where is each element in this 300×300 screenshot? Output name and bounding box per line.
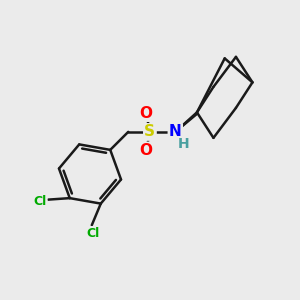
- Text: H: H: [178, 137, 190, 152]
- Text: N: N: [169, 124, 182, 140]
- Text: S: S: [144, 124, 155, 140]
- Text: N: N: [169, 124, 182, 140]
- Text: O: O: [140, 106, 153, 121]
- Text: H: H: [178, 137, 190, 152]
- Text: Cl: Cl: [33, 195, 46, 208]
- Text: O: O: [140, 143, 153, 158]
- Text: O: O: [140, 143, 153, 158]
- Text: O: O: [140, 106, 153, 121]
- Text: S: S: [144, 124, 155, 140]
- Text: Cl: Cl: [33, 195, 46, 208]
- Text: Cl: Cl: [87, 227, 100, 240]
- Text: Cl: Cl: [87, 227, 100, 240]
